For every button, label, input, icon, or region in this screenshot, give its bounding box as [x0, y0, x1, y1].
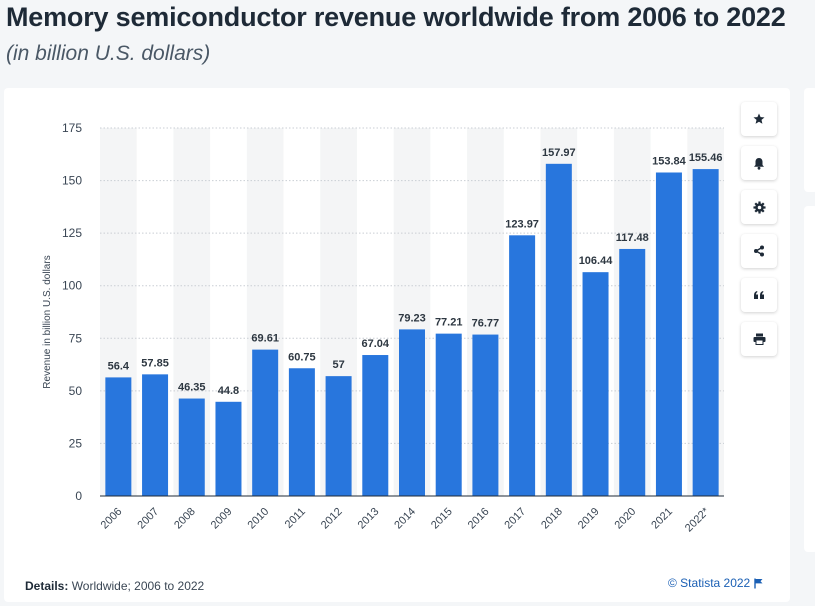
favorite-button[interactable]	[741, 102, 777, 136]
details-label: Details:	[25, 579, 69, 593]
y-tick-label: 100	[62, 279, 82, 293]
bar-value-label: 69.61	[251, 333, 279, 345]
x-tick-label: 2021	[649, 506, 675, 532]
side-panel-top	[804, 88, 815, 192]
x-tick-label: 2014	[392, 506, 418, 532]
notification-button[interactable]	[741, 146, 777, 180]
bar	[435, 333, 462, 496]
bar-value-label: 77.21	[435, 317, 463, 329]
bar	[582, 272, 609, 496]
x-tick-label: 2008	[172, 506, 198, 532]
side-panel-bottom	[804, 206, 815, 552]
bar	[178, 398, 205, 496]
bar-value-label: 157.97	[542, 147, 576, 159]
x-tick-label: 2012	[319, 506, 345, 532]
y-tick-label: 150	[62, 174, 82, 188]
star-icon	[753, 113, 765, 124]
x-tick-label: 2018	[539, 506, 565, 532]
print-button[interactable]	[741, 322, 777, 356]
bar	[399, 329, 425, 496]
y-tick-label: 25	[69, 436, 83, 450]
x-tick-label: 2013	[356, 506, 382, 532]
x-tick-label: 2015	[429, 506, 455, 532]
bar	[288, 368, 315, 496]
bar-value-label: 67.04	[362, 338, 390, 350]
bar-value-label: 106.44	[579, 255, 614, 267]
share-button[interactable]	[741, 234, 777, 268]
x-tick-label: 2006	[99, 506, 125, 532]
y-tick-label: 175	[62, 121, 82, 135]
quote-icon	[754, 291, 764, 299]
x-tick-label: 2007	[135, 506, 161, 532]
bar-value-label: 155.46	[689, 152, 723, 164]
flag-icon	[754, 578, 763, 589]
x-tick-label: 2019	[576, 506, 602, 532]
print-icon	[753, 333, 765, 345]
settings-button[interactable]	[741, 190, 777, 224]
y-axis-title: Revenue in billion U.S. dollars	[42, 255, 53, 388]
bar-value-label: 79.23	[398, 312, 426, 324]
x-tick-label: 2010	[245, 506, 271, 532]
chart-card: 0 25 50 75 100 125 150 175 Revenue in billion U.…	[4, 88, 790, 602]
x-tick-label: 2020	[613, 506, 639, 532]
bell-icon	[754, 157, 764, 170]
bar-value-label: 60.75	[288, 351, 316, 363]
x-tick-label: 2022*	[683, 505, 712, 534]
details-text: Worldwide; 2006 to 2022	[68, 579, 205, 593]
chart-toolbar	[741, 102, 777, 366]
bar	[325, 376, 352, 496]
bar	[619, 248, 646, 496]
y-tick-label: 0	[75, 489, 82, 503]
cite-button[interactable]	[741, 278, 777, 312]
x-tick-label: 2009	[209, 506, 235, 532]
bar-chart: 0 25 50 75 100 125 150 175 Revenue in billion U.…	[42, 121, 724, 534]
bar	[362, 355, 389, 496]
bar	[545, 163, 572, 497]
bar-value-label: 76.77	[472, 318, 500, 330]
bar-value-label: 56.4	[108, 360, 130, 372]
bar-value-label: 46.35	[178, 382, 206, 394]
x-tick-label: 2017	[502, 506, 528, 532]
bar-value-label: 44.8	[218, 385, 239, 397]
statista-credit[interactable]: © Statista 2022	[668, 576, 763, 590]
gear-icon	[752, 200, 766, 214]
x-tick-label: 2016	[466, 506, 492, 532]
bar	[509, 235, 536, 496]
y-tick-label: 50	[69, 384, 83, 398]
bar-value-label: 57.85	[141, 357, 169, 369]
bar	[692, 169, 719, 496]
credit-text: © Statista 2022	[668, 576, 751, 590]
bar	[105, 377, 132, 496]
bar	[655, 172, 682, 496]
page-subtitle: (in billion U.S. dollars)	[6, 42, 211, 65]
bar-value-label: 57	[332, 359, 344, 371]
bar-value-label: 117.48	[616, 232, 649, 244]
bar	[142, 374, 169, 496]
y-tick-label: 125	[62, 226, 82, 240]
bar	[472, 334, 499, 496]
share-icon	[754, 245, 764, 257]
bar-value-label: 153.84	[652, 155, 687, 167]
bar	[215, 401, 242, 496]
y-tick-label: 75	[69, 331, 83, 345]
bar	[252, 349, 279, 496]
bar-value-label: 123.97	[505, 218, 539, 230]
details-note: Details: Worldwide; 2006 to 2022	[25, 579, 204, 593]
x-tick-label: 2011	[283, 506, 308, 531]
page-title: Memory semiconductor revenue worldwide f…	[6, 2, 786, 32]
